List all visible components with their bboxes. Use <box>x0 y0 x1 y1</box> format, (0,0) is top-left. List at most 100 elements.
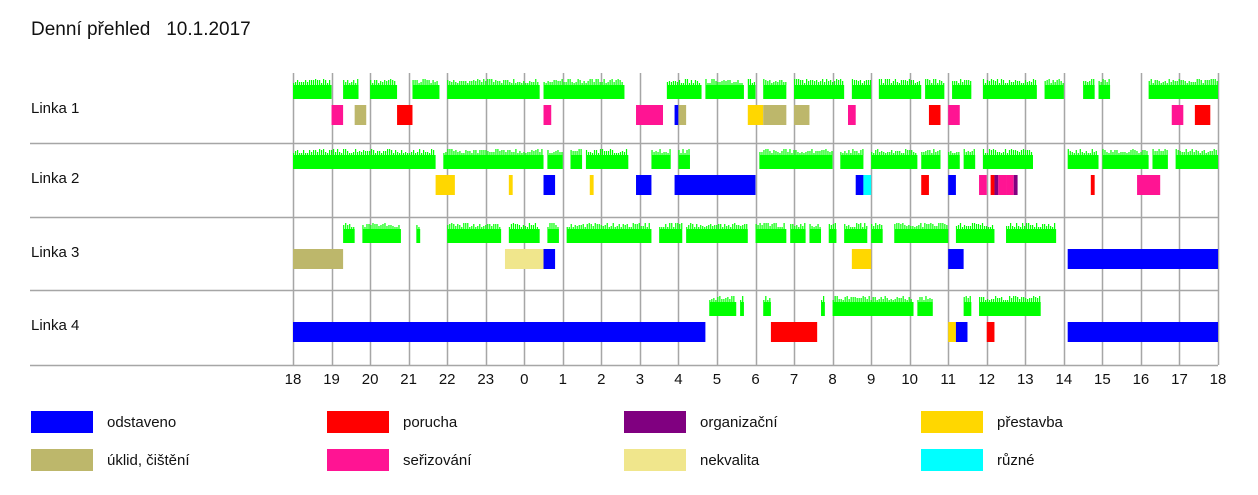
activity-spike <box>834 223 836 229</box>
activity-spike <box>447 80 449 85</box>
activity-spike <box>559 152 561 155</box>
activity-spike <box>910 80 913 85</box>
activity-spike <box>604 225 606 229</box>
activity-spike <box>733 82 735 85</box>
activity-spike <box>971 151 973 155</box>
activity-bar <box>828 229 837 243</box>
activity-spike <box>895 151 897 155</box>
activity-spike <box>364 227 366 229</box>
event-bar <box>979 175 987 195</box>
activity-spike <box>317 152 319 155</box>
activity-spike <box>714 225 716 229</box>
activity-spike <box>717 82 719 85</box>
activity-spike <box>449 149 451 155</box>
activity-spike <box>864 297 866 302</box>
activity-spike <box>345 149 347 155</box>
activity-spike <box>862 227 864 229</box>
activity-spike <box>987 227 990 229</box>
activity-spike <box>1193 152 1195 155</box>
activity-spike <box>902 296 904 302</box>
activity-spike <box>931 83 933 85</box>
activity-spike <box>1118 153 1120 155</box>
activity-spike <box>860 150 862 155</box>
event-bar <box>293 249 344 269</box>
activity-spike <box>1046 226 1048 229</box>
activity-spike <box>927 150 929 155</box>
activity-spike <box>616 226 618 229</box>
activity-spike <box>900 80 903 85</box>
activity-spike <box>1197 151 1199 155</box>
activity-spike <box>383 151 385 155</box>
activity-bar <box>293 155 436 169</box>
activity-spike <box>777 82 779 85</box>
activity-spike <box>870 300 872 302</box>
activity-bar <box>917 302 933 316</box>
activity-spike <box>963 149 965 155</box>
activity-spike <box>1112 152 1114 155</box>
activity-spike <box>681 223 683 229</box>
activity-segment <box>1083 79 1095 99</box>
activity-spike <box>1102 79 1104 85</box>
activity-spike <box>996 152 999 155</box>
x-tick-label: 3 <box>636 371 644 388</box>
activity-spike <box>854 151 856 155</box>
activity-spike <box>911 150 913 155</box>
activity-spike <box>487 151 489 155</box>
activity-spike <box>311 80 313 85</box>
activity-spike <box>511 83 513 85</box>
activity-segment <box>547 223 559 243</box>
activity-spike <box>621 82 623 85</box>
activity-spike <box>1060 81 1062 85</box>
activity-spike <box>902 80 905 85</box>
activity-bar <box>809 229 822 243</box>
activity-spike <box>329 80 331 85</box>
activity-segment <box>343 79 359 99</box>
activity-spike <box>301 82 303 85</box>
activity-spike <box>668 81 671 85</box>
activity-spike <box>793 150 795 155</box>
activity-segment <box>844 223 868 243</box>
x-tick-label: 21 <box>400 371 417 388</box>
x-tick-label: 5 <box>713 371 721 388</box>
activity-spike <box>1073 153 1075 155</box>
activity-spike <box>1108 153 1110 155</box>
activity-spike <box>513 152 515 155</box>
activity-spike <box>303 150 305 155</box>
activity-spike <box>463 81 465 85</box>
activity-spike <box>293 83 295 85</box>
activity-spike <box>520 227 523 229</box>
activity-spike <box>528 223 531 229</box>
activity-spike <box>775 223 777 229</box>
activity-spike <box>923 300 925 302</box>
activity-spike <box>576 226 578 229</box>
activity-spike <box>694 80 697 85</box>
activity-spike <box>684 79 687 85</box>
activity-spike <box>880 297 882 302</box>
activity-spike <box>499 81 501 85</box>
activity-segment <box>709 296 737 316</box>
activity-spike <box>823 150 825 155</box>
activity-spike <box>527 83 529 85</box>
activity-spike <box>1091 149 1093 155</box>
activity-spike <box>405 152 407 155</box>
activity-spike <box>924 223 926 229</box>
activity-spike <box>1054 223 1056 229</box>
activity-spike <box>601 82 603 85</box>
activity-spike <box>619 152 622 155</box>
activity-spike <box>795 150 797 155</box>
activity-spike <box>1095 151 1097 155</box>
legend-label: porucha <box>403 413 458 431</box>
activity-spike <box>347 225 349 229</box>
activity-spike <box>613 153 616 155</box>
activity-segment <box>1067 149 1099 169</box>
activity-spike <box>509 82 511 85</box>
activity-spike <box>1014 227 1016 229</box>
activity-spike <box>453 224 455 229</box>
activity-spike <box>1085 81 1087 85</box>
activity-spike <box>325 152 327 155</box>
event-bar <box>543 105 552 125</box>
activity-spike <box>424 79 426 85</box>
activity-spike <box>663 152 665 155</box>
activity-spike <box>804 83 806 85</box>
activity-spike <box>388 225 390 229</box>
